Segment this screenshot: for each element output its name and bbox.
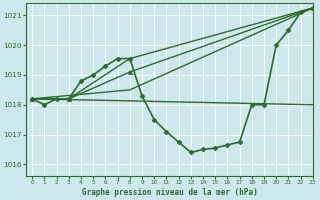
X-axis label: Graphe pression niveau de la mer (hPa): Graphe pression niveau de la mer (hPa) [82,188,257,197]
